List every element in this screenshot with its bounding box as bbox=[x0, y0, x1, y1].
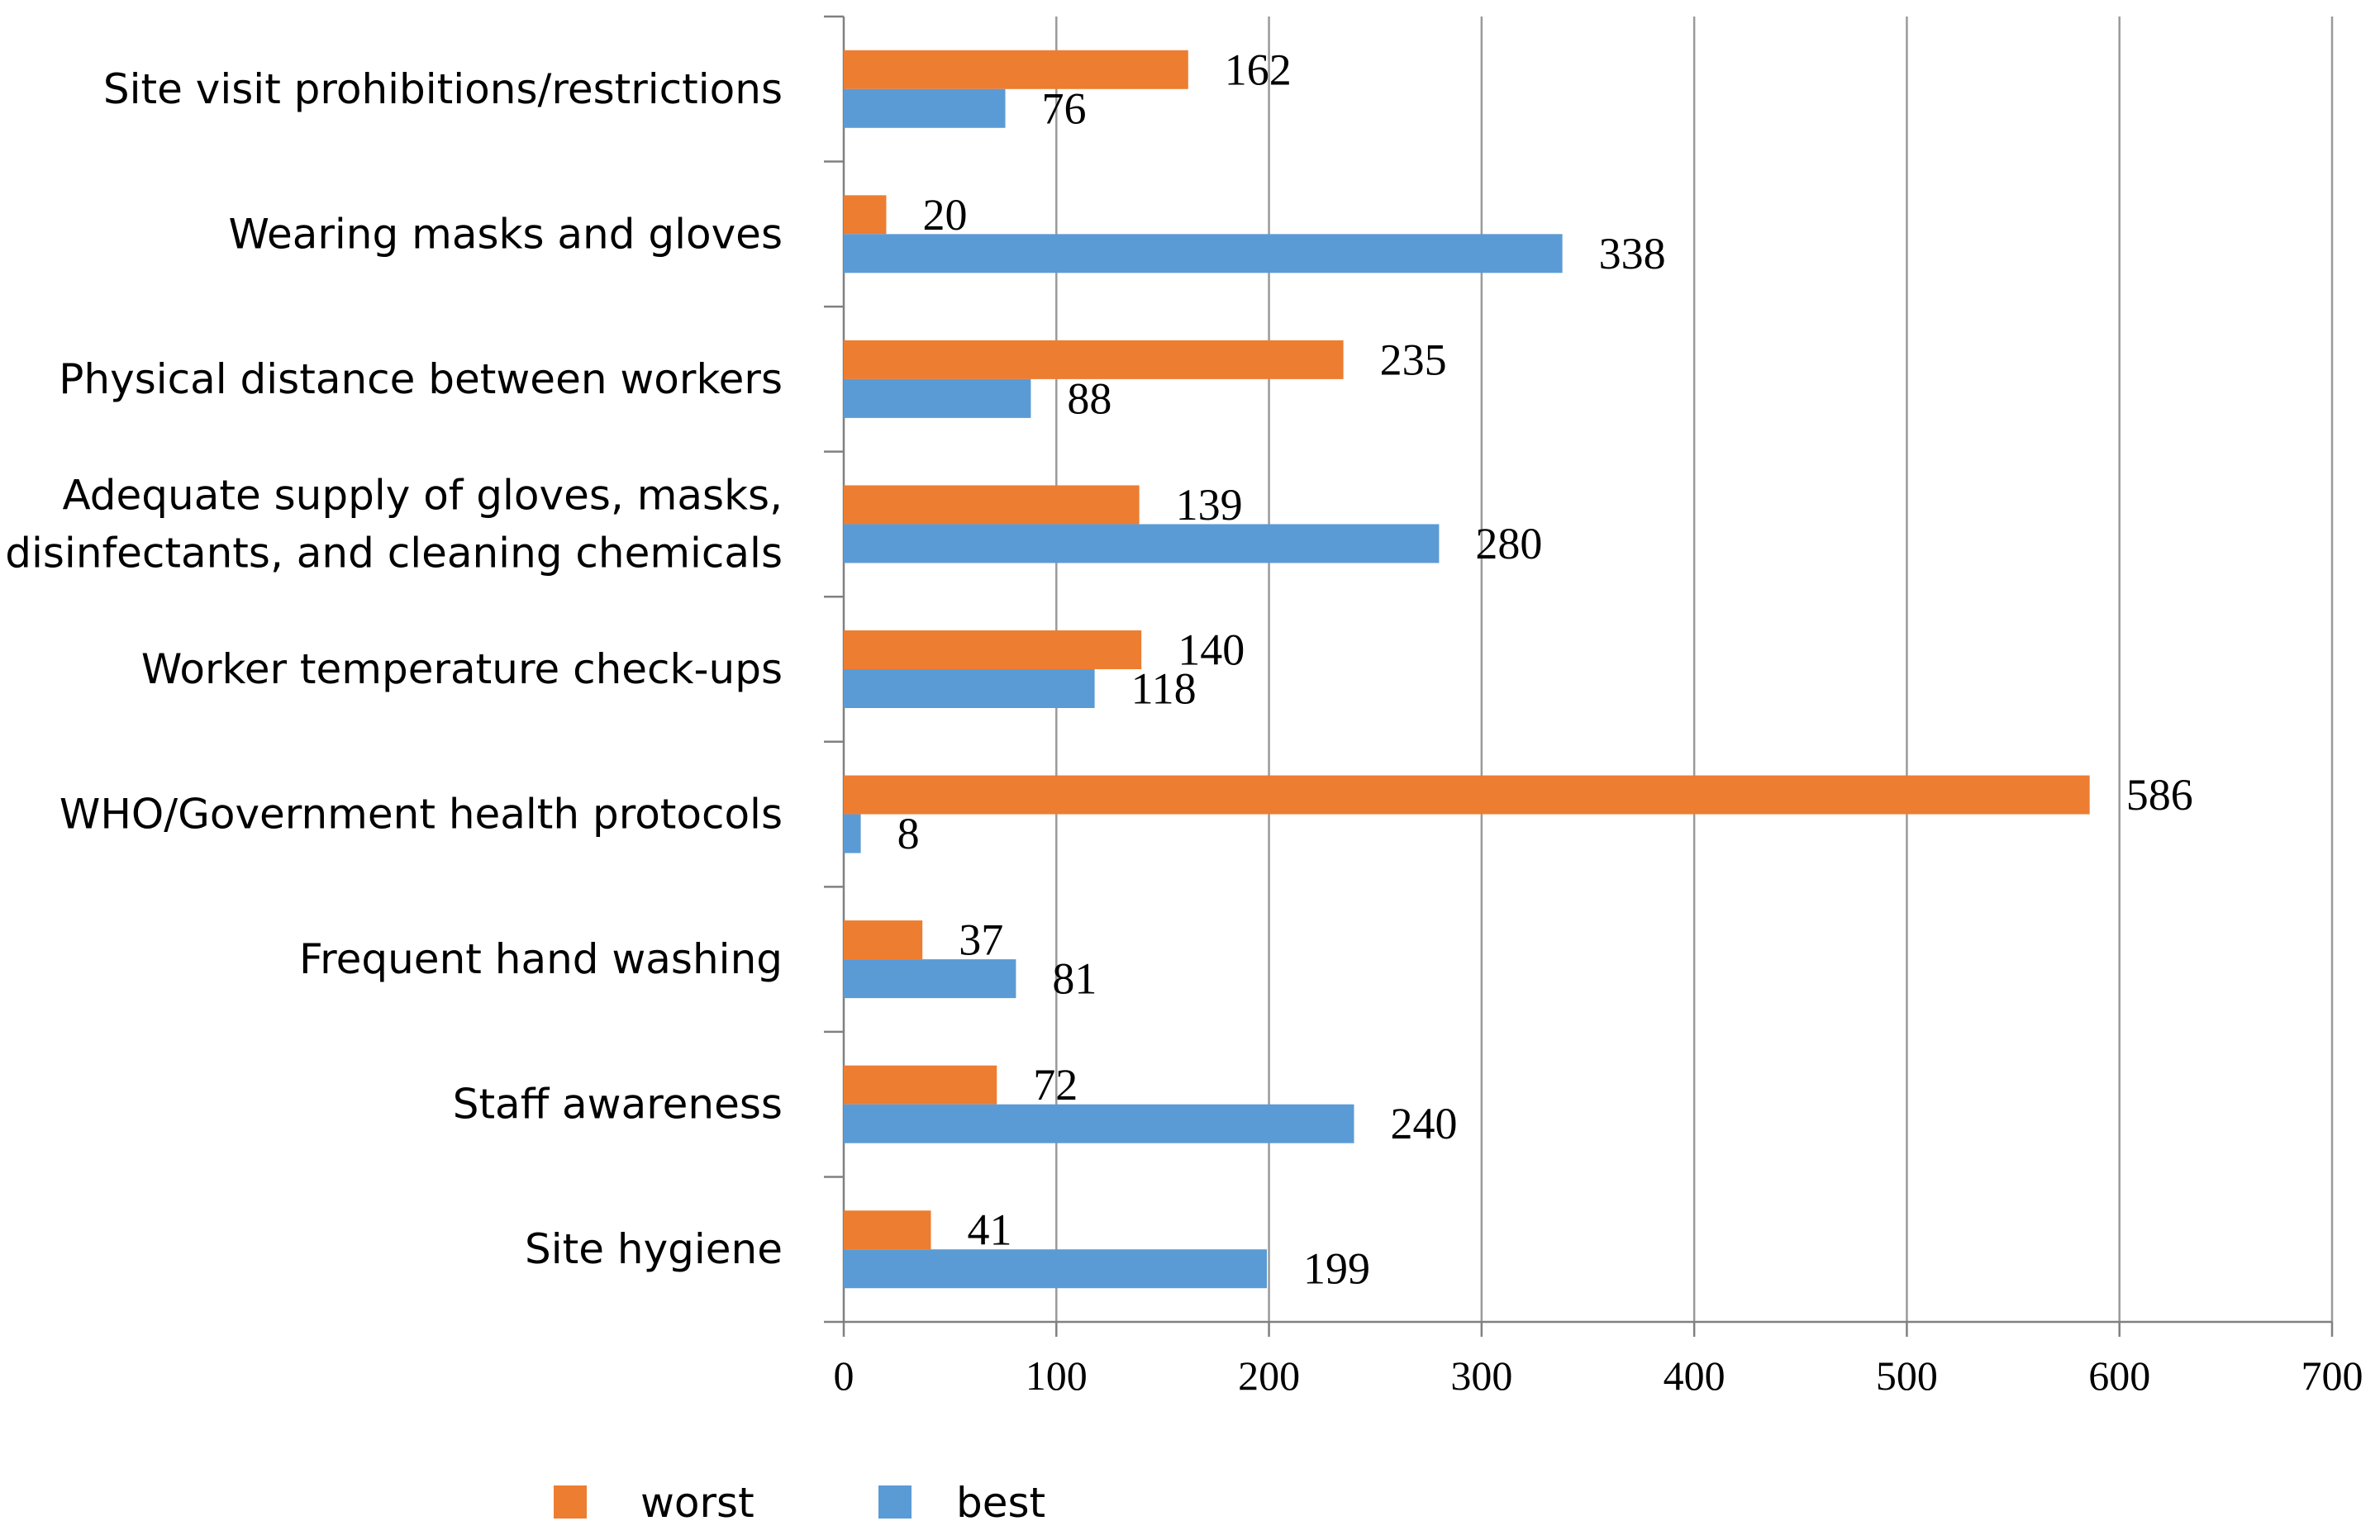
bar-best-4 bbox=[844, 669, 1095, 708]
value-label-best: 76 bbox=[1042, 83, 1087, 133]
bar-best-5 bbox=[844, 815, 861, 853]
value-label-best: 8 bbox=[897, 809, 920, 858]
category-label: Worker temperature check-ups bbox=[141, 645, 783, 693]
bar-chart: 0 100 200 300 400 500 600 700 162 76 Site visit pr… bbox=[0, 0, 2380, 1540]
x-tick-label: 200 bbox=[1238, 1352, 1300, 1399]
bar-worst-4 bbox=[844, 630, 1141, 669]
value-label-worst: 235 bbox=[1380, 335, 1447, 384]
category-label: Wearing masks and gloves bbox=[228, 210, 783, 258]
x-tick-label: 0 bbox=[834, 1352, 854, 1399]
value-label-worst: 20 bbox=[922, 190, 967, 240]
value-label-worst: 37 bbox=[959, 915, 1003, 965]
category-label: Frequent hand washing bbox=[299, 935, 783, 983]
bar-best-6 bbox=[844, 959, 1016, 998]
x-tick-label: 500 bbox=[1876, 1352, 1938, 1399]
legend-label-worst: worst bbox=[640, 1479, 754, 1527]
value-label-best: 280 bbox=[1475, 519, 1542, 568]
bar-best-1 bbox=[844, 234, 1563, 273]
bar-worst-7 bbox=[844, 1066, 997, 1105]
bar-best-3 bbox=[844, 524, 1439, 563]
value-label-best: 240 bbox=[1390, 1099, 1457, 1148]
bar-best-7 bbox=[844, 1105, 1354, 1143]
bar-worst-8 bbox=[844, 1210, 931, 1249]
value-label-best: 81 bbox=[1052, 954, 1097, 1004]
value-label-worst: 139 bbox=[1176, 480, 1243, 530]
bar-worst-5 bbox=[844, 776, 2090, 815]
x-tick-label: 600 bbox=[2088, 1352, 2150, 1399]
value-label-best: 199 bbox=[1303, 1244, 1370, 1294]
value-label-worst: 162 bbox=[1225, 45, 1292, 94]
bar-worst-1 bbox=[844, 195, 886, 234]
bar-best-0 bbox=[844, 89, 1006, 128]
bar-worst-6 bbox=[844, 920, 922, 959]
value-label-worst: 41 bbox=[967, 1205, 1011, 1255]
legend-label-best: best bbox=[956, 1479, 1045, 1527]
x-tick-label: 300 bbox=[1450, 1352, 1512, 1399]
x-tick-label: 100 bbox=[1026, 1352, 1088, 1399]
value-label-best: 338 bbox=[1599, 229, 1666, 278]
category-label: WHO/Government health protocols bbox=[60, 791, 783, 839]
bar-best-8 bbox=[844, 1249, 1267, 1288]
value-label-worst: 72 bbox=[1033, 1060, 1078, 1110]
bar-worst-3 bbox=[844, 485, 1140, 524]
value-label-best: 118 bbox=[1131, 664, 1197, 714]
bar-worst-0 bbox=[844, 50, 1188, 89]
category-label: Site visit prohibitions/restrictions bbox=[103, 65, 783, 113]
value-label-best: 88 bbox=[1067, 373, 1111, 423]
category-label: Adequate supply of gloves, masks, disinfe… bbox=[5, 471, 783, 577]
bar-best-2 bbox=[844, 379, 1031, 418]
category-label: Staff awareness bbox=[453, 1081, 783, 1129]
x-tick-label: 700 bbox=[2301, 1352, 2363, 1399]
legend-swatch-best bbox=[878, 1485, 912, 1519]
value-label-worst: 586 bbox=[2126, 770, 2193, 820]
category-label: Physical distance between workers bbox=[59, 355, 783, 403]
legend-swatch-worst bbox=[554, 1485, 587, 1519]
category-label: Site hygiene bbox=[525, 1225, 783, 1273]
x-tick-label: 400 bbox=[1664, 1352, 1726, 1399]
